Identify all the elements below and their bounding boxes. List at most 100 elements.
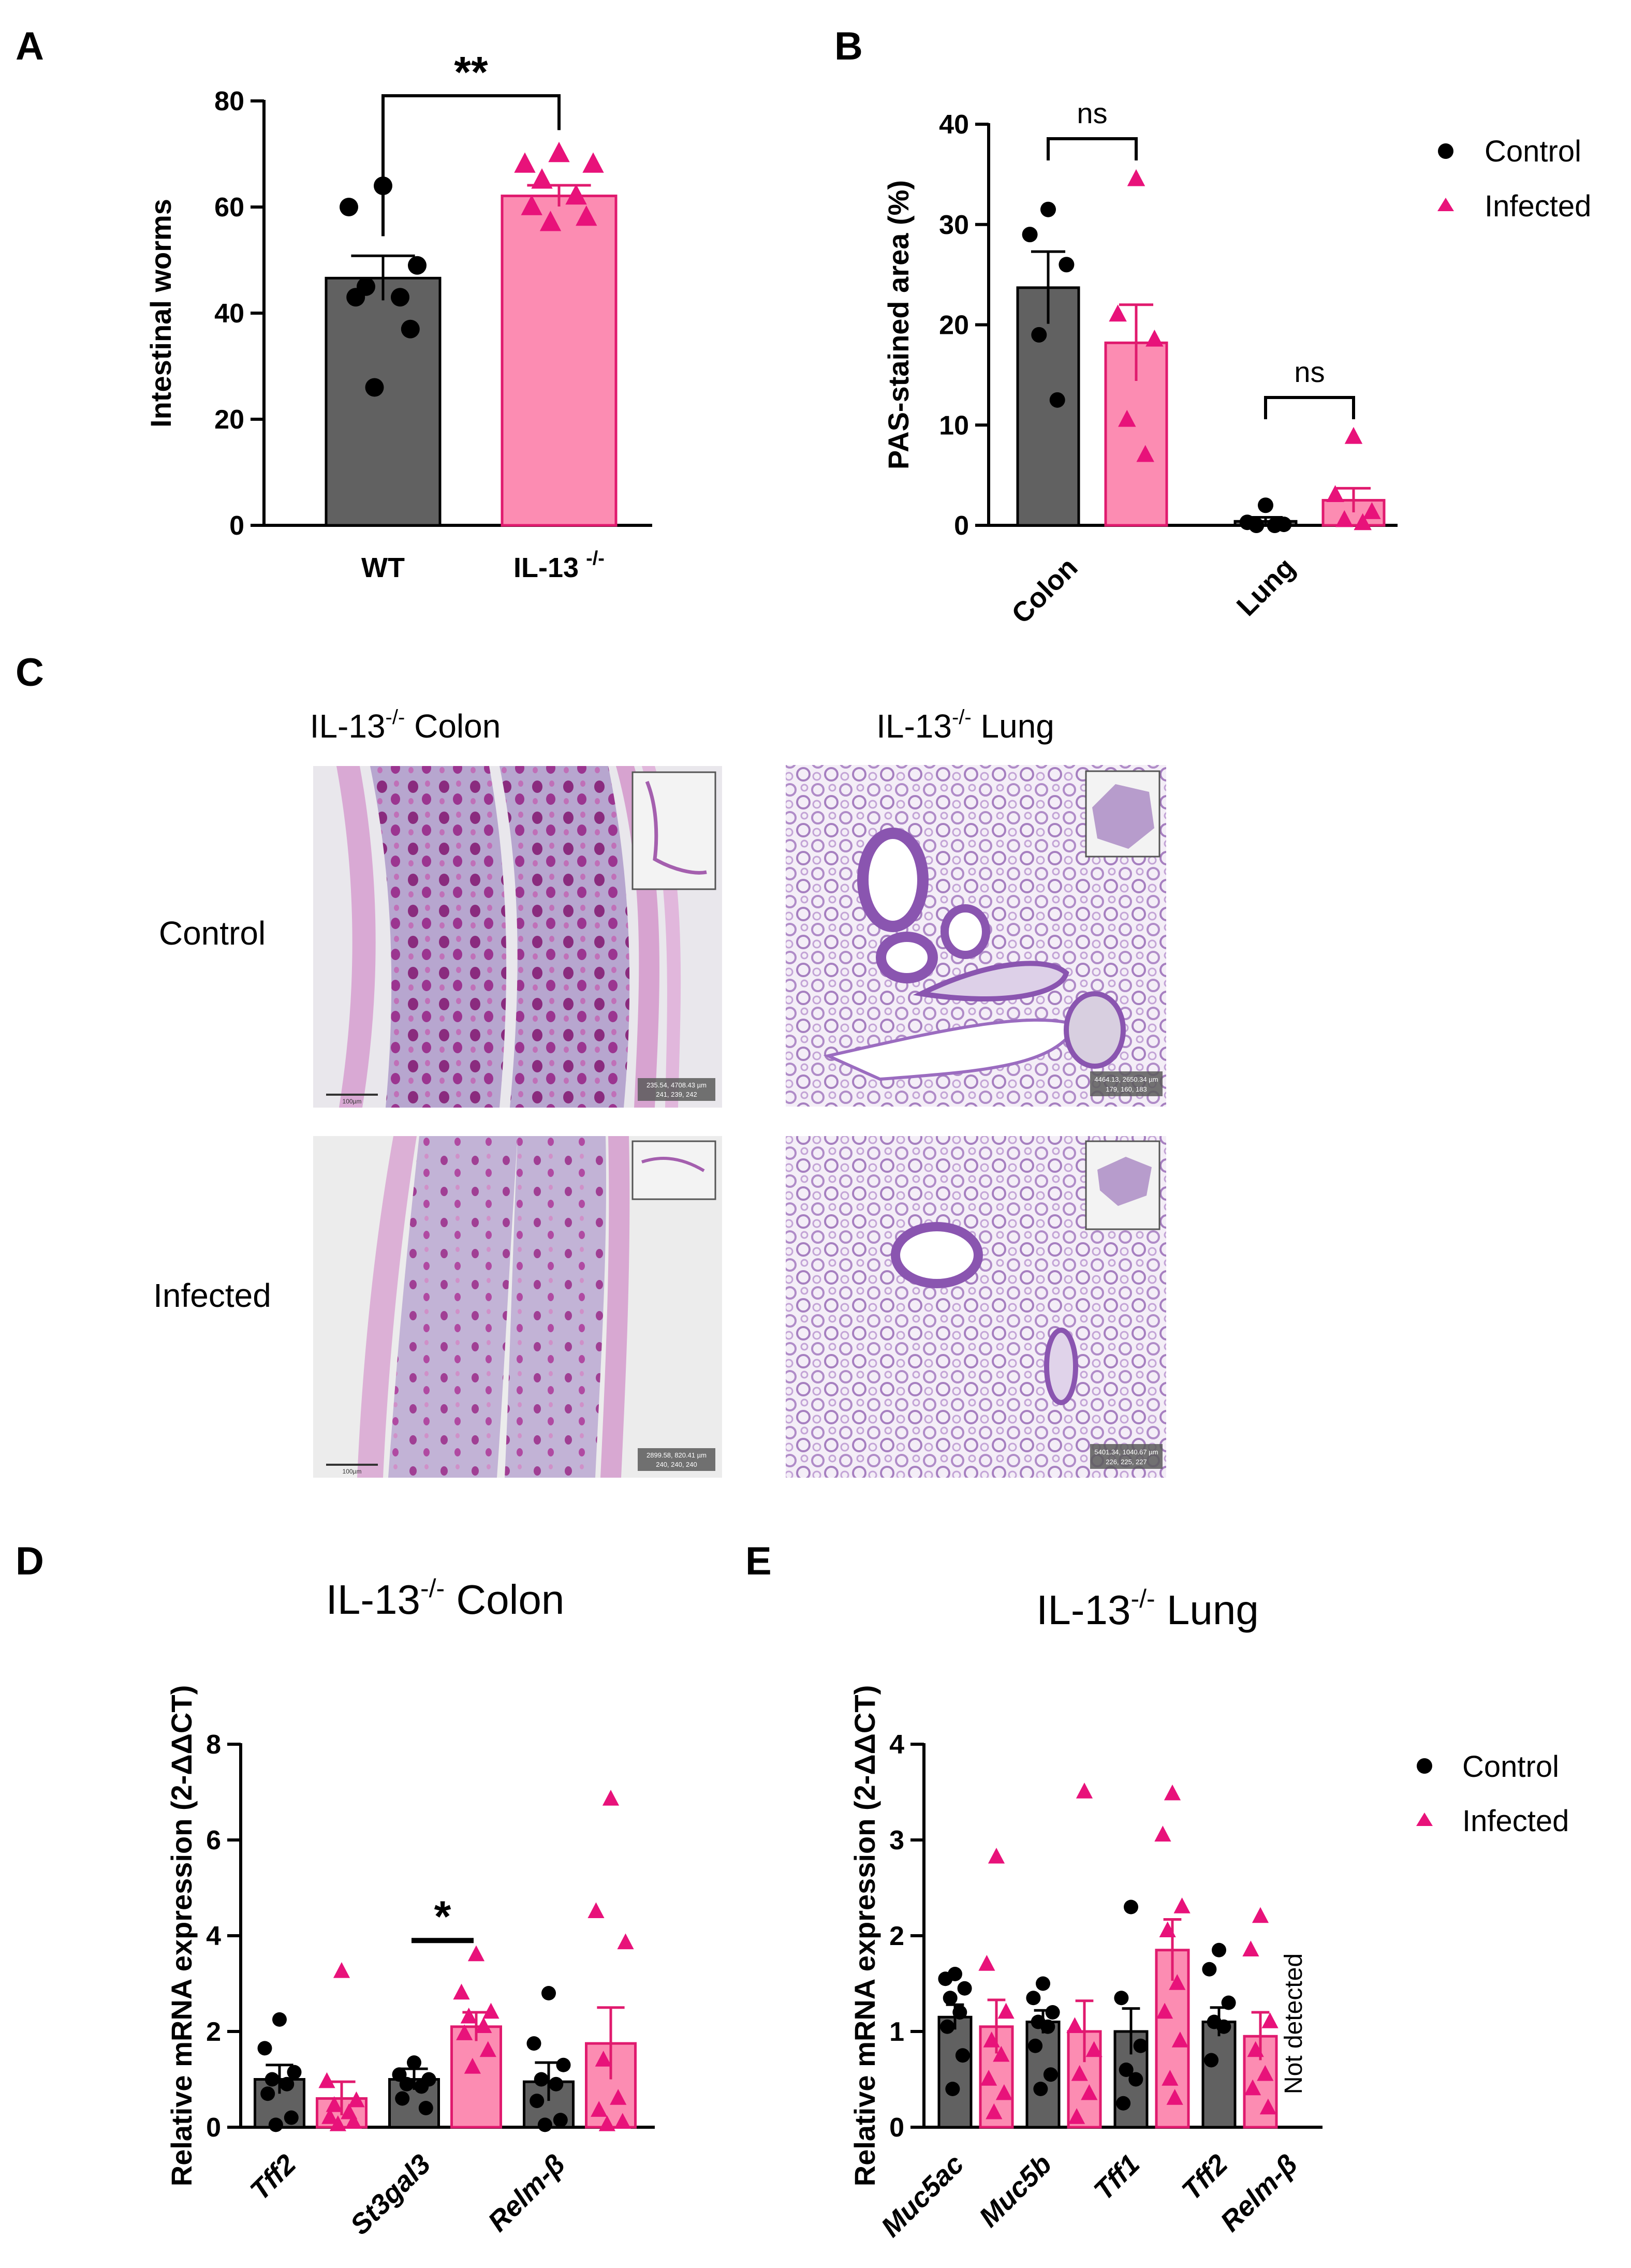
panel-d-cat0-infected-point [345,2113,362,2129]
panel-b-lung-infected-point [1326,485,1344,502]
y-tick-label: 2 [889,1921,904,1951]
panel-e-cat2-infected-point [1166,2089,1183,2105]
panel-e-cat3-infected-point [1257,2065,1274,2081]
panel-e-cat1-infected-point [1076,1783,1093,1799]
panel-e-cat0-control-point [952,2005,967,2020]
panel-b-colon-infected-point [1136,445,1154,462]
panel-e-cat2-infected-point [1169,1974,1186,1990]
panel-e-cat3-infected-point [1247,2041,1264,2057]
legend-b-control-label: Control [1485,135,1581,168]
panel-d-cat2-infected-point [591,2101,608,2117]
panel-e-cat1-infected-point [1081,2084,1098,2100]
y-tick-label: 0 [889,2113,904,2143]
y-tick-label: 8 [206,1730,221,1760]
panel-d-cat2-infected-point [598,2115,615,2131]
panel-d-cat1-infected-point [482,2002,499,2019]
panel-d-cat2-infected-point [614,2113,631,2129]
y-tick-label: 3 [889,1825,904,1855]
x-category-label: Relm-β [1214,2148,1303,2237]
panel-e-cat1-control-point [1033,2082,1048,2096]
panel-d-cat2-control-point [541,1986,556,2000]
panel-e-cat1-control-point [1040,2019,1055,2034]
panel-d-cat0-control-point [260,2086,275,2101]
panel-d-chart: 0 2 4 6 8 Relative mRNA expression (2-ΔΔCT) Tf… [165,1685,655,2241]
panel-b-colon-infected-point [1109,304,1127,322]
panel-d-cat1-infected-point [475,2017,492,2033]
panel-b-lung-infected-point [1344,426,1363,444]
significance-label: ** [454,48,488,96]
panel-label-c: C [16,651,44,695]
panel-b-lung-infected-point [1354,513,1372,531]
panel-d-cat2-control-point [530,2094,545,2109]
panel-d-cat1-infected-point [456,2024,473,2040]
image-infected-colon: 100µm 2899.58, 820.41 µm 240, 240, 240 [313,1136,722,1478]
panel-b-colon-control-point [1049,392,1065,408]
panel-d-cat0-control-point [287,2065,302,2080]
panel-e-cat2-infected-point [1162,2070,1179,2086]
panel-a-control-point [401,319,420,338]
y-tick-label: 20 [214,405,244,435]
panel-a-infected-point [582,152,604,173]
panel-d-cat0-infected-point [333,1962,350,1978]
panel-e-cat0-control-point [957,1981,972,1996]
panel-label-e: E [745,1539,772,1583]
panel-e-cat3-infected-point [1252,1907,1269,1923]
histology-col-colon: IL-13-/- Colon [310,706,501,745]
panel-d-cat2-infected-point [610,2089,627,2105]
legend-e-control-label: Control [1462,1750,1559,1784]
y-tick-label: 1 [889,2017,904,2047]
panel-e-cat3-control-point [1204,2053,1219,2068]
y-tick-label: 0 [206,2113,221,2143]
panel-d-cat0-control-point [284,2110,299,2125]
panel-e-cat2-control-point [1133,2038,1148,2053]
panel-b-colon-control-point [1031,327,1047,343]
panel-a-infected-point [521,195,542,215]
panel-b-colon-control-point [1022,227,1038,243]
panel-a-infected-point [565,184,587,205]
x-category-label: Tff1 [1088,2148,1146,2206]
panel-d-cat2-infected-point [595,2051,612,2067]
legend-e-control-marker [1417,1758,1432,1774]
legend-b-infected-marker [1437,198,1454,211]
x-category-label: Tff2 [244,2148,302,2206]
panel-b-chart: 0 10 20 30 40 PAS-stained area (%) Colon ns Lung… [882,97,1398,630]
panel-b-lung-infected-point [1335,510,1354,527]
panel-e-cat2-infected-point [1171,2031,1188,2048]
panel-a-control-point [391,288,409,307]
panel-e-cat0-infected-point [986,2103,1003,2119]
panel-e-cat1-control-point [1045,2005,1060,2020]
significance-bracket [1264,396,1355,419]
panel-e-cat1-control-point [1043,2067,1058,2082]
y-tick-label: 6 [206,1825,221,1855]
panel-e-cat0-control-point [940,2019,955,2034]
panel-d-cat2-control-point [556,2057,571,2072]
x-category-label: Relm-β [482,2148,571,2237]
scale-bar-label: 100µm [343,1098,362,1105]
y-tick-label: 20 [939,311,969,341]
panel-e-cat2-infected-point [1159,1921,1176,1937]
panel-d-cat2-infected-point [602,1790,620,1806]
y-tick-label: 4 [889,1730,904,1760]
y-tick-label: 40 [939,110,969,140]
y-tick-label: 0 [229,511,244,541]
significance-bracket [1047,137,1138,160]
panel-d-cat1-infected-point [467,1945,485,1962]
image-infected-lung: 5401.34, 1040.67 µm 226, 225, 227 [786,1136,1166,1478]
panel-e-cat0-infected-point [995,2084,1012,2100]
panel-e-cat0-control-bar [937,2015,973,2129]
significance-label: ns [1077,97,1107,129]
histology-row-control: Control [159,915,266,952]
panel-b-lung-control-point [1267,518,1283,533]
y-tick-label: 80 [214,86,244,116]
panel-e-cat1-infected-point [1071,2065,1088,2081]
readout-line2: 179, 160, 183 [1106,1085,1147,1093]
panel-d-cat1-control-point [418,2101,433,2115]
panel-d-cat2-control-point [553,2113,568,2128]
panel-b-lung-control-point [1248,518,1265,533]
panel-d-cat2-infected-point [617,1933,634,1950]
panel-d-cat1-control-point [399,2076,414,2092]
panel-e-cat1-infected-point [1066,2017,1083,2033]
x-category-label: Colon [1006,552,1084,630]
readout-line2: 226, 225, 227 [1106,1458,1147,1466]
